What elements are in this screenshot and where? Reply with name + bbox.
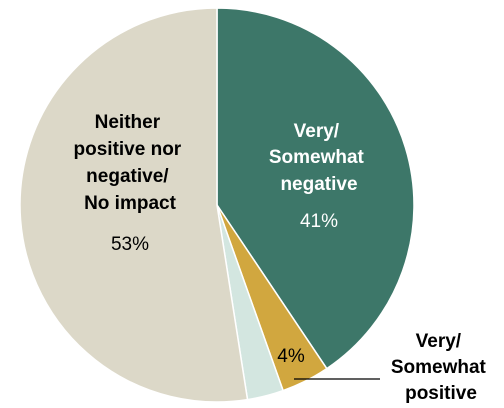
positive-value: 4% (277, 346, 305, 367)
negative-value: 41% (300, 211, 338, 232)
pie-slices (19, 7, 415, 403)
negative-label-line-3: negative (280, 174, 357, 195)
neither-label: Neither positive nor negative/ No impact (74, 112, 187, 214)
negative-label: Very/ Somewhat negative (269, 121, 369, 195)
neither-label-line-3: negative/ (86, 166, 169, 187)
positive-label-line-3: positive (405, 383, 477, 404)
slice-neither (19, 7, 249, 403)
neither-label-line-4: No impact (84, 193, 177, 214)
neither-label-line-2: positive nor (74, 139, 182, 160)
positive-label-line-2: Somewhat (391, 357, 487, 378)
neither-label-line-1: Neither (95, 112, 161, 133)
negative-label-line-2: Somewhat (269, 147, 365, 168)
positive-label: Very/ Somewhat positive (391, 331, 491, 404)
negative-label-line-1: Very/ (294, 121, 340, 142)
neither-value: 53% (111, 234, 149, 255)
positive-label-line-1: Very/ (416, 331, 462, 352)
slice-negative (216, 7, 415, 370)
